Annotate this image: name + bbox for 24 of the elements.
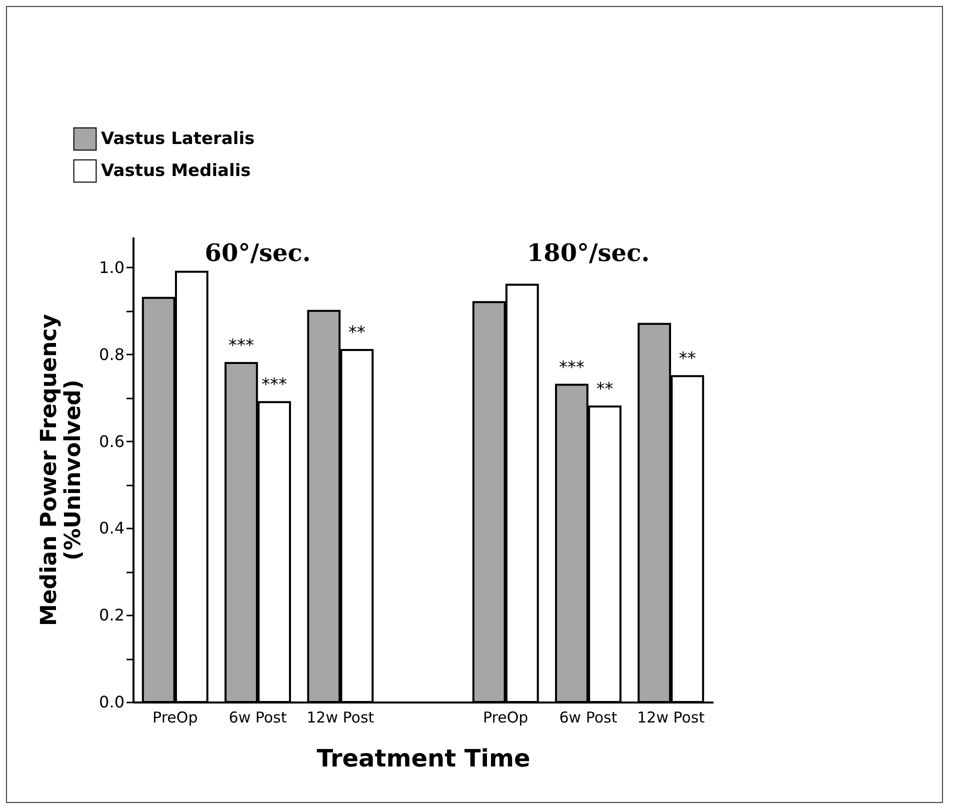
legend-label: Vastus Medialis — [101, 161, 251, 181]
annotation: 60°/sec. — [204, 238, 311, 267]
legend-label: Vastus Lateralis — [101, 129, 255, 149]
y-tick-label: 0.2 — [99, 606, 124, 625]
annotation: 180°/sec. — [526, 238, 650, 267]
y-tick-label: 0.6 — [99, 432, 124, 451]
x-tick-label: 6w Post — [228, 708, 287, 726]
annotation: *** — [558, 358, 584, 378]
y-axis-title: Median Power Frequency (%Uninvolved) — [37, 314, 86, 626]
annotation: ** — [678, 349, 696, 370]
y-tick-label: 0.4 — [99, 518, 124, 538]
annotation: ** — [348, 322, 366, 343]
x-tick-label: PreOp — [152, 708, 198, 726]
y-tick-label: 0.8 — [99, 344, 124, 364]
annotation: *** — [228, 336, 254, 356]
y-tick-label: 0.0 — [99, 692, 124, 712]
x-tick-label: PreOp — [483, 708, 528, 726]
x-tick-label: 12w Post — [637, 708, 705, 726]
x-tick-label: 6w Post — [559, 708, 618, 726]
y-tick-label: 1.0 — [99, 258, 124, 277]
x-tick-label: 12w Post — [306, 708, 374, 726]
annotation: *** — [262, 375, 288, 396]
x-axis-title: Treatment Time — [316, 744, 530, 772]
annotation: ** — [596, 379, 614, 400]
